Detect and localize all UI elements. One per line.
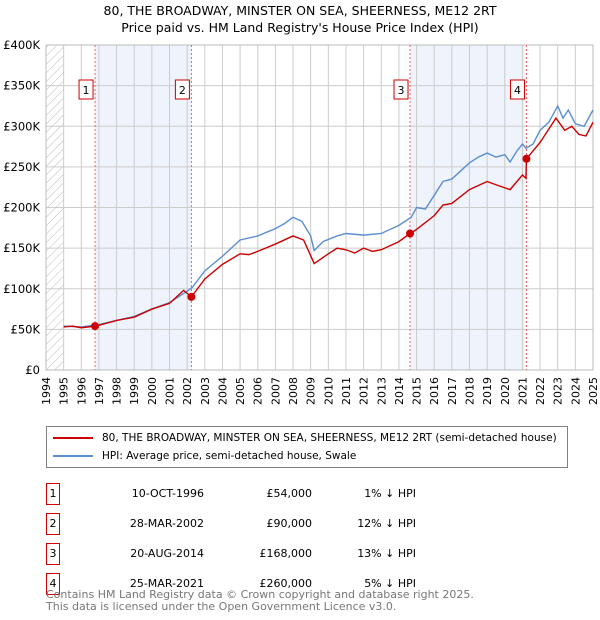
y-tick-label: £100K (3, 282, 40, 296)
y-tick-label: £400K (3, 38, 40, 52)
legend-swatch-hpi (53, 455, 93, 457)
sale-point (91, 322, 100, 331)
footer: Contains HM Land Registry data © Crown c… (46, 589, 474, 613)
x-tick-label: 2014 (393, 377, 406, 405)
sale-date: 28-MAR-2002 (129, 517, 204, 530)
sale-hpi-diff: 1% ↓ HPI (364, 487, 416, 500)
y-tick-label: £0 (25, 363, 40, 377)
sale-point (187, 292, 196, 301)
sale-label-box (78, 79, 94, 100)
x-tick-label: 2016 (428, 377, 441, 405)
series-line-hpi (63, 104, 594, 328)
y-tick-label: £150K (3, 241, 40, 255)
sale-number-badge: 1 (46, 483, 60, 505)
sale-hpi-diff: 12% ↓ HPI (357, 517, 416, 530)
x-tick-label: 2020 (499, 377, 512, 405)
sale-label: 3 (398, 84, 405, 97)
chart-subtitle: Price paid vs. HM Land Registry's House … (121, 20, 479, 35)
sale-date: 20-AUG-2014 (130, 547, 204, 560)
x-tick-label: 2011 (340, 377, 353, 405)
x-tick-label: 2009 (305, 377, 318, 405)
legend: 80, THE BROADWAY, MINSTER ON SEA, SHEERN… (46, 426, 568, 468)
x-tick-label: 2000 (146, 377, 159, 405)
x-tick-label: 2023 (552, 377, 565, 405)
sale-number-badge: 3 (46, 543, 60, 565)
y-tick-label: £200K (3, 201, 40, 215)
x-tick-label: 1999 (128, 377, 141, 405)
sale-price: £168,000 (259, 547, 313, 560)
x-tick-label: 1997 (93, 377, 106, 405)
x-tick-label: 2017 (446, 377, 459, 405)
y-tick-label: £250K (3, 160, 40, 174)
x-tick-label: 2007 (269, 377, 282, 405)
sale-label: 4 (514, 84, 521, 97)
x-tick-label: 2013 (375, 377, 388, 405)
x-tick-label: 2003 (199, 377, 212, 405)
x-tick-label: 2002 (181, 377, 194, 405)
x-tick-label: 2001 (164, 377, 177, 405)
sale-date: 10-OCT-1996 (131, 487, 204, 500)
sale-point (406, 229, 415, 238)
plot-border (45, 44, 594, 371)
sale-price: £260,000 (259, 577, 313, 590)
x-tick-label: 2024 (569, 377, 582, 405)
chart-title: 80, THE BROADWAY, MINSTER ON SEA, SHEERN… (103, 3, 497, 18)
x-tick-label: 2010 (322, 377, 335, 405)
x-tick-label: 2022 (534, 377, 547, 405)
sale-label-box (393, 79, 409, 100)
x-tick-label: 1995 (58, 377, 71, 405)
x-tick-label: 2018 (463, 377, 476, 405)
x-tick-label: 2021 (516, 377, 529, 405)
sale-price: £90,000 (266, 517, 313, 530)
sale-date: 25-MAR-2021 (129, 577, 204, 590)
x-tick-label: 1998 (111, 377, 124, 405)
sale-label-box (174, 79, 190, 100)
legend-swatch-property (53, 437, 93, 439)
sale-number-badge: 2 (46, 513, 60, 535)
sale-price: £54,000 (266, 487, 313, 500)
sale-hpi-diff: 13% ↓ HPI (357, 547, 416, 560)
x-tick-label: 2012 (358, 377, 371, 405)
x-tick-label: 2006 (252, 377, 265, 405)
sale-point (522, 154, 531, 163)
footer-line-1: Contains HM Land Registry data © Crown c… (46, 588, 474, 601)
y-tick-label: £350K (3, 79, 40, 93)
legend-label-hpi: HPI: Average price, semi-detached house,… (102, 450, 357, 462)
sale-hpi-diff: 5% ↓ HPI (364, 577, 416, 590)
sale-label-box (509, 79, 525, 100)
x-tick-label: 2015 (411, 377, 424, 405)
x-tick-label: 2008 (287, 377, 300, 405)
legend-label-property: 80, THE BROADWAY, MINSTER ON SEA, SHEERN… (102, 432, 557, 444)
y-tick-label: £300K (3, 119, 40, 133)
x-tick-label: 2019 (481, 377, 494, 405)
sale-label: 2 (179, 84, 186, 97)
series-line-property (63, 116, 594, 329)
sale-number-badge: 4 (46, 573, 60, 595)
x-tick-label: 1996 (75, 377, 88, 405)
x-tick-label: 2025 (587, 377, 600, 405)
sale-label: 1 (83, 84, 90, 97)
x-tick-label: 2004 (216, 377, 229, 405)
plot-area: 1994 1995 1996 1997 1998 1999 2000 2001 2002 2003… (3, 38, 600, 405)
footer-line-2: This data is licensed under the Open Gov… (46, 600, 397, 613)
x-tick-label: 2005 (234, 377, 247, 405)
x-tick-label: 1994 (40, 377, 53, 405)
y-tick-label: £50K (11, 322, 41, 336)
